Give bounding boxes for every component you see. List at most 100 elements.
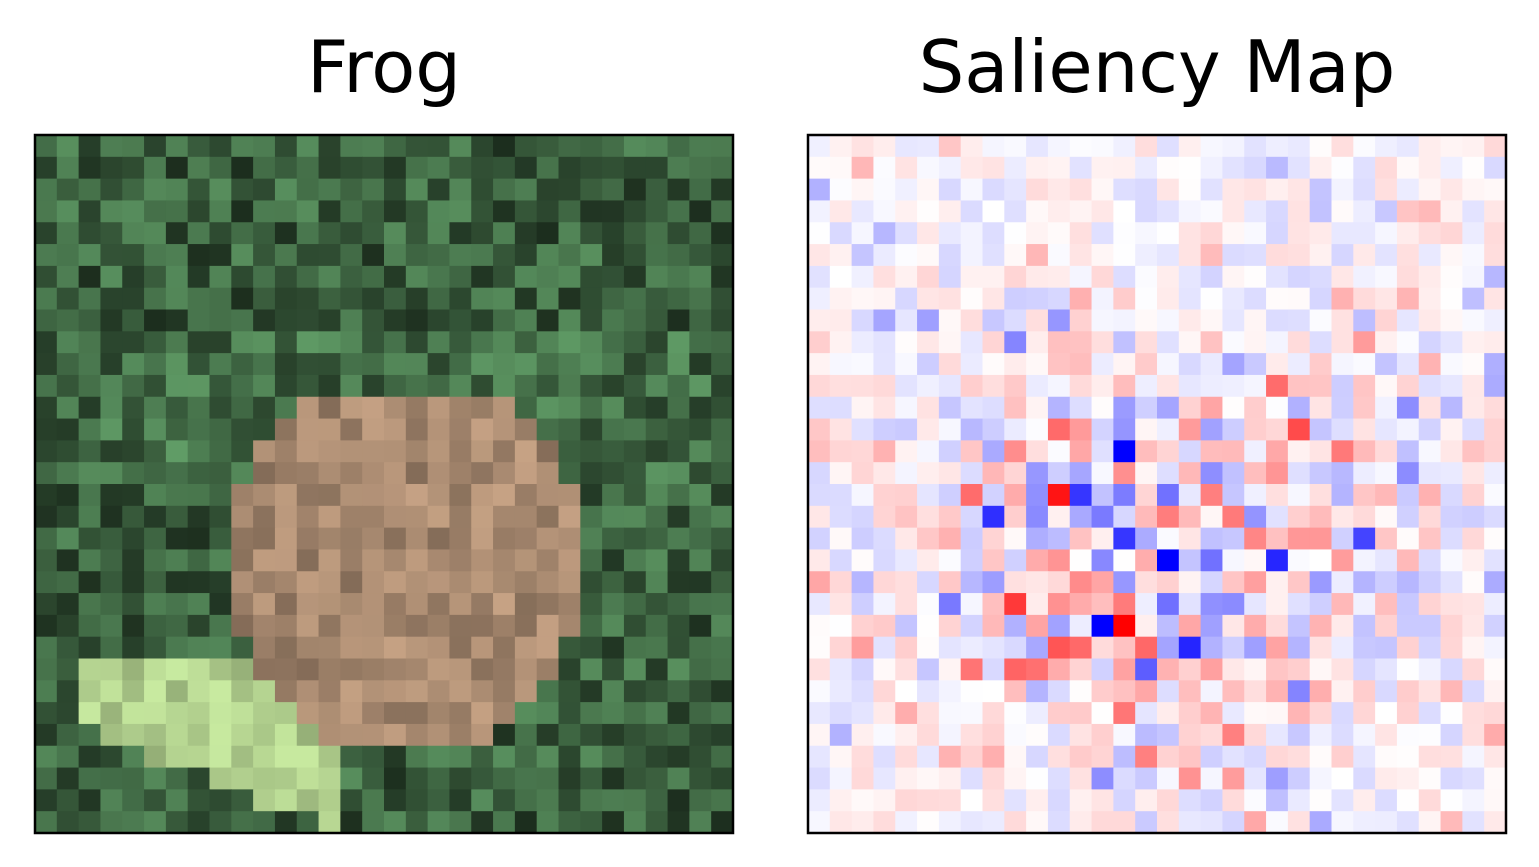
pixel bbox=[340, 287, 363, 311]
pixel bbox=[471, 811, 494, 834]
pixel bbox=[1484, 745, 1507, 769]
pixel bbox=[1440, 811, 1463, 834]
pixel bbox=[449, 222, 472, 245]
pixel bbox=[231, 462, 254, 485]
pixel bbox=[536, 331, 560, 354]
pixel bbox=[384, 440, 407, 463]
pixel bbox=[340, 440, 363, 463]
pixel bbox=[1113, 178, 1136, 202]
pixel bbox=[982, 745, 1005, 769]
pixel bbox=[231, 156, 254, 180]
pixel bbox=[623, 309, 647, 332]
pixel bbox=[1135, 680, 1158, 703]
pixel bbox=[1462, 331, 1485, 354]
pixel bbox=[1375, 222, 1398, 245]
pixel bbox=[1026, 702, 1049, 725]
pixel bbox=[1244, 353, 1267, 376]
pixel bbox=[851, 265, 875, 289]
pixel bbox=[895, 331, 918, 354]
pixel bbox=[1375, 200, 1398, 223]
pixel bbox=[165, 462, 189, 485]
pixel bbox=[1396, 767, 1420, 790]
pixel bbox=[1266, 418, 1289, 441]
pixel bbox=[938, 680, 962, 703]
pixel bbox=[187, 723, 211, 747]
pixel bbox=[405, 440, 429, 463]
pixel bbox=[1309, 309, 1333, 332]
pixel bbox=[427, 702, 451, 725]
pixel bbox=[1331, 374, 1354, 398]
pixel bbox=[667, 244, 690, 267]
pixel bbox=[405, 723, 429, 747]
pixel bbox=[187, 767, 211, 790]
pixel bbox=[1244, 331, 1267, 354]
pixel bbox=[187, 789, 211, 812]
pixel bbox=[1047, 222, 1071, 245]
pixel bbox=[1331, 549, 1354, 572]
pixel bbox=[1135, 331, 1158, 354]
pixel bbox=[938, 789, 962, 812]
pixel bbox=[1047, 353, 1071, 376]
pixel bbox=[100, 614, 123, 638]
pixel bbox=[427, 658, 451, 681]
pixel bbox=[296, 135, 320, 158]
pixel bbox=[296, 287, 320, 311]
pixel bbox=[514, 571, 538, 594]
pixel bbox=[274, 135, 298, 158]
pixel bbox=[274, 789, 298, 812]
pixel bbox=[1178, 244, 1202, 267]
pixel bbox=[187, 571, 211, 594]
pixel bbox=[982, 309, 1005, 332]
pixel bbox=[100, 789, 123, 812]
pixel bbox=[1091, 745, 1114, 769]
pixel bbox=[711, 309, 734, 332]
pixel bbox=[873, 309, 896, 332]
pixel bbox=[536, 484, 560, 507]
pixel bbox=[1462, 200, 1485, 223]
pixel bbox=[187, 549, 211, 572]
pixel bbox=[645, 549, 669, 572]
pixel bbox=[808, 353, 831, 376]
pixel bbox=[558, 767, 581, 790]
pixel bbox=[1266, 527, 1289, 551]
pixel bbox=[231, 811, 254, 834]
pixel bbox=[405, 527, 429, 551]
pixel bbox=[1309, 811, 1333, 834]
pixel bbox=[35, 374, 58, 398]
panel-title: Saliency Map bbox=[919, 25, 1396, 109]
pixel bbox=[56, 767, 80, 790]
pixel bbox=[1418, 309, 1442, 332]
pixel bbox=[100, 135, 123, 158]
pixel bbox=[602, 811, 625, 834]
pixel bbox=[1462, 178, 1485, 202]
pixel bbox=[667, 353, 690, 376]
pixel bbox=[384, 265, 407, 289]
pixel bbox=[851, 287, 875, 311]
pixel bbox=[938, 309, 962, 332]
pixel bbox=[78, 396, 102, 420]
pixel bbox=[602, 767, 625, 790]
pixel bbox=[1069, 396, 1093, 420]
pixel bbox=[960, 789, 984, 812]
pixel bbox=[165, 614, 189, 638]
pixel bbox=[558, 374, 581, 398]
pixel bbox=[1462, 527, 1485, 551]
pixel bbox=[1069, 462, 1093, 485]
pixel bbox=[100, 178, 123, 202]
pixel bbox=[449, 614, 472, 638]
pixel bbox=[187, 614, 211, 638]
pixel bbox=[1113, 331, 1136, 354]
pixel bbox=[1462, 440, 1485, 463]
pixel bbox=[689, 614, 712, 638]
pixel bbox=[711, 353, 734, 376]
pixel bbox=[829, 135, 853, 158]
pixel bbox=[1069, 745, 1093, 769]
pixel bbox=[1113, 462, 1136, 485]
pixel bbox=[1484, 723, 1507, 747]
pixel bbox=[514, 440, 538, 463]
pixel bbox=[873, 178, 896, 202]
pixel bbox=[938, 440, 962, 463]
pixel bbox=[602, 723, 625, 747]
pixel bbox=[449, 549, 472, 572]
pixel bbox=[56, 178, 80, 202]
